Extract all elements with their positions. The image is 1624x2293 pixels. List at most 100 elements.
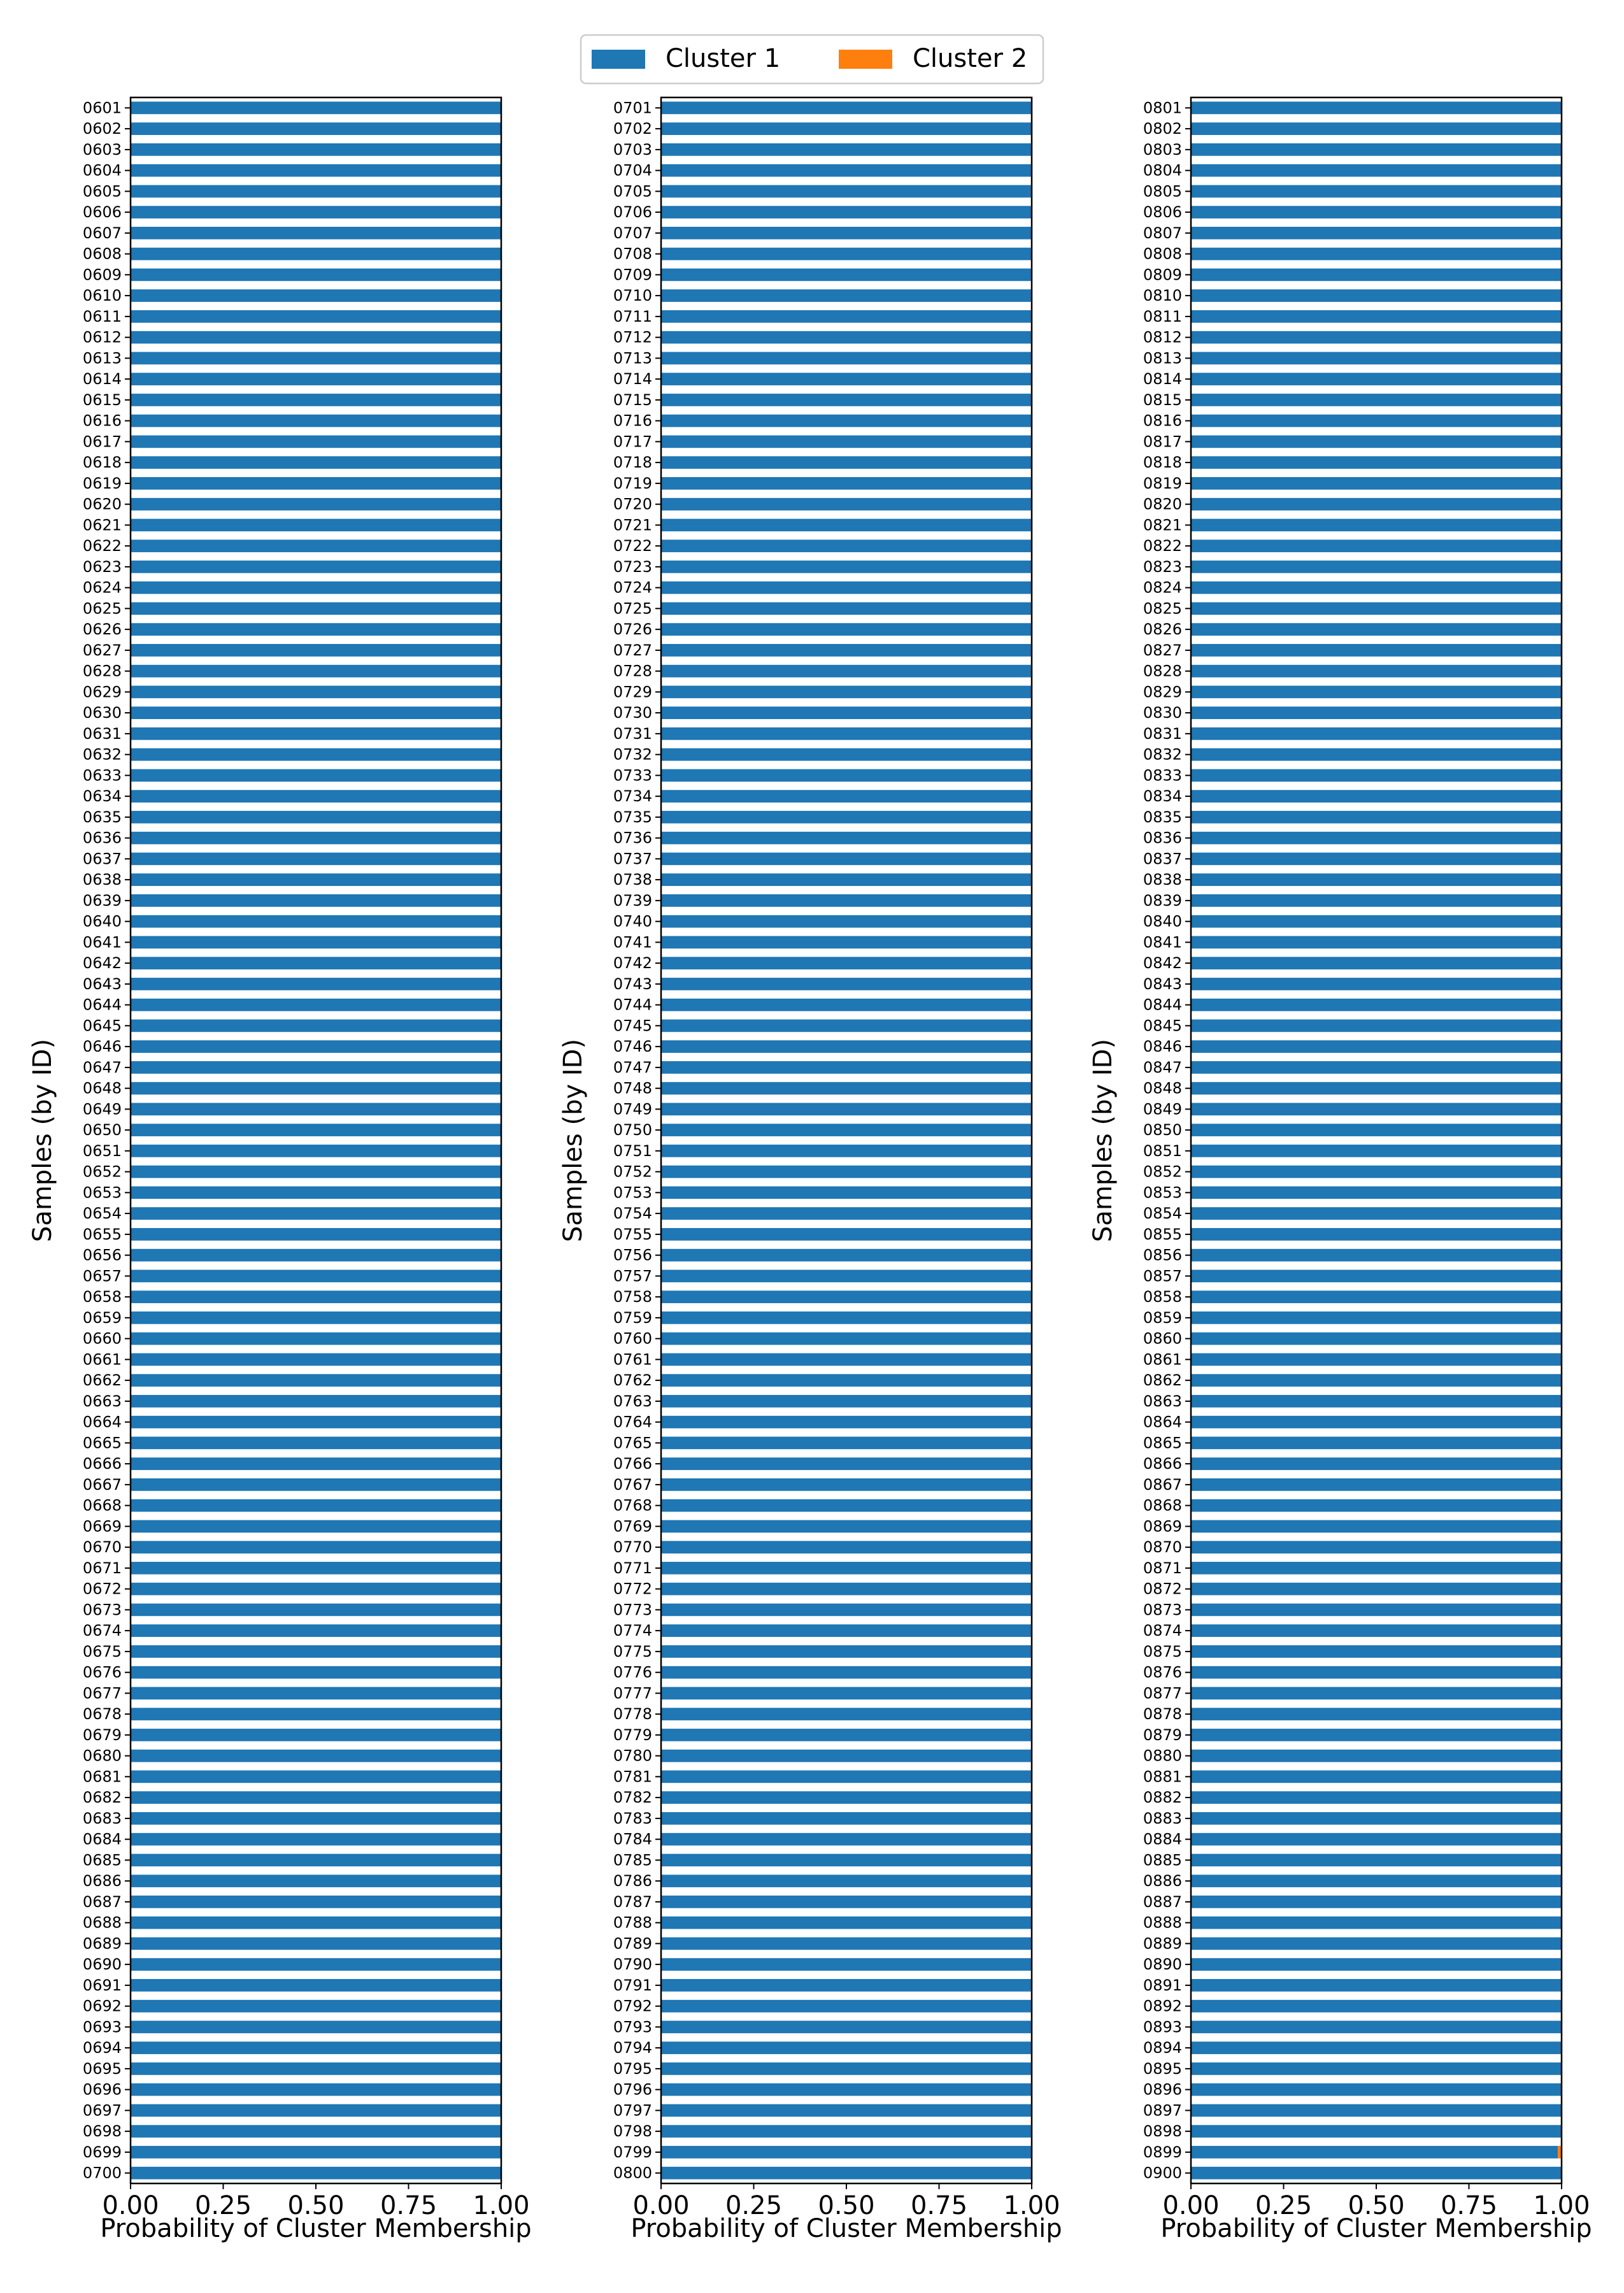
y-tick-label: 0653: [83, 1183, 122, 1201]
bar-0658-cluster-1: [131, 1290, 501, 1303]
bar-0764-cluster-1: [661, 1415, 1032, 1429]
x-tick-label: 0.25: [195, 2191, 252, 2220]
y-tick-label: 0679: [83, 1726, 122, 1744]
bar-0862-cluster-1: [1191, 1374, 1562, 1387]
y-tick-label: 0733: [613, 766, 652, 784]
bar-0865-cluster-1: [1191, 1436, 1562, 1450]
bar-0888-cluster-1: [1191, 1916, 1562, 1929]
y-tick-label: 0857: [1143, 1267, 1182, 1285]
bar-0763-cluster-1: [661, 1395, 1032, 1408]
x-tick-label: 0.00: [632, 2191, 689, 2220]
bar-0610-cluster-1: [131, 289, 501, 302]
y-tick-label: 0742: [613, 954, 652, 972]
bar-0880-cluster-1: [1191, 1749, 1562, 1762]
y-tick-label: 0797: [613, 2101, 652, 2119]
bar-0792-cluster-1: [661, 1999, 1032, 2013]
bar-0616-cluster-1: [131, 414, 501, 427]
bar-0668-cluster-1: [131, 1499, 501, 1512]
y-tick-label: 0863: [1143, 1392, 1182, 1410]
y-tick-label: 0610: [83, 287, 122, 304]
bar-0735-cluster-1: [661, 811, 1032, 824]
y-tick-label: 0674: [83, 1622, 122, 1639]
legend-frame: [580, 34, 1044, 85]
y-tick-label: 0628: [83, 662, 122, 680]
y-tick-label: 0806: [1143, 203, 1182, 221]
bar-0719-cluster-1: [661, 477, 1032, 490]
bar-0845-cluster-1: [1191, 1019, 1562, 1032]
bar-0783-cluster-1: [661, 1812, 1032, 1825]
y-tick-label: 0646: [83, 1038, 122, 1055]
y-tick-label: 0766: [613, 1455, 652, 1473]
y-tick-label: 0615: [83, 391, 122, 409]
bar-0698-cluster-1: [131, 2125, 501, 2138]
bar-0746-cluster-1: [661, 1040, 1032, 1053]
bar-0700-cluster-1: [131, 2166, 501, 2180]
y-tick-label: 0831: [1143, 725, 1182, 743]
bar-0636-cluster-1: [131, 831, 501, 845]
x-tick-label: 0.50: [818, 2191, 874, 2220]
bar-0777-cluster-1: [661, 1687, 1032, 1700]
y-tick-label: 0645: [83, 1017, 122, 1034]
bar-0685-cluster-1: [131, 1854, 501, 1867]
y-tick-label: 0624: [83, 579, 122, 597]
bar-0741-cluster-1: [661, 936, 1032, 949]
y-tick-label: 0784: [613, 1831, 652, 1848]
y-tick-label: 0676: [83, 1664, 122, 1682]
bar-0769-cluster-1: [661, 1520, 1032, 1533]
bar-0889-cluster-1: [1191, 1937, 1562, 1950]
y-tick-label: 0655: [83, 1225, 122, 1243]
y-tick-label: 0756: [613, 1247, 652, 1264]
y-tick-label: 0746: [613, 1038, 652, 1055]
y-tick-label: 0601: [83, 99, 122, 117]
bar-0867-cluster-1: [1191, 1478, 1562, 1491]
y-tick-label: 0761: [613, 1350, 652, 1368]
bar-0804-cluster-1: [1191, 164, 1562, 177]
y-tick-label: 0873: [1143, 1601, 1182, 1618]
bar-0834-cluster-1: [1191, 790, 1562, 803]
bar-0821-cluster-1: [1191, 518, 1562, 532]
y-tick-label: 0884: [1143, 1831, 1182, 1848]
y-tick-label: 0790: [613, 1955, 652, 1973]
bar-0645-cluster-1: [131, 1019, 501, 1032]
y-tick-label: 0781: [613, 1768, 652, 1785]
y-tick-label: 0792: [613, 1997, 652, 2015]
y-tick-label: 0812: [1143, 329, 1182, 346]
y-tick-label: 0638: [83, 871, 122, 889]
bar-0607-cluster-1: [131, 227, 501, 239]
y-tick-label: 0755: [613, 1225, 652, 1243]
y-tick-label: 0629: [83, 683, 122, 701]
bar-0647-cluster-1: [131, 1061, 501, 1074]
bar-0874-cluster-1: [1191, 1624, 1562, 1637]
bar-0808-cluster-1: [1191, 247, 1562, 261]
bar-0791-cluster-1: [661, 1979, 1032, 1992]
bar-0870-cluster-1: [1191, 1541, 1562, 1554]
bar-0790-cluster-1: [661, 1958, 1032, 1971]
bar-0702-cluster-1: [661, 122, 1032, 135]
y-tick-label: 0809: [1143, 266, 1182, 283]
bar-0801-cluster-1: [1191, 101, 1562, 115]
y-tick-label: 0678: [83, 1705, 122, 1723]
bar-0665-cluster-1: [131, 1436, 501, 1450]
y-tick-label: 0634: [83, 787, 122, 805]
y-tick-label: 0862: [1143, 1371, 1182, 1389]
y-tick-label: 0690: [83, 1955, 122, 1973]
y-tick-label: 0667: [83, 1476, 122, 1494]
bar-0729-cluster-1: [661, 685, 1032, 699]
bar-0708-cluster-1: [661, 247, 1032, 261]
y-tick-label: 0631: [83, 725, 122, 743]
y-tick-label: 0778: [613, 1705, 652, 1723]
y-tick-label: 0879: [1143, 1726, 1182, 1744]
bar-0713-cluster-1: [661, 352, 1032, 365]
bar-0725-cluster-1: [661, 602, 1032, 615]
bar-0869-cluster-1: [1191, 1520, 1562, 1533]
y-tick-label: 0841: [1143, 933, 1182, 951]
bar-0643-cluster-1: [131, 978, 501, 990]
bar-0657-cluster-1: [131, 1269, 501, 1283]
y-tick-label: 0617: [83, 432, 122, 450]
bar-0654-cluster-1: [131, 1207, 501, 1220]
y-tick-label: 0743: [613, 975, 652, 993]
y-tick-label: 0837: [1143, 850, 1182, 868]
y-tick-label: 0897: [1143, 2101, 1182, 2119]
bar-0776-cluster-1: [661, 1666, 1032, 1679]
bar-0723-cluster-1: [661, 561, 1032, 573]
